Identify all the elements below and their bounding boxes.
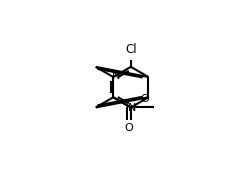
Text: N: N [128,103,136,113]
Text: N: N [112,71,120,82]
Text: Cl: Cl [125,43,137,56]
Text: O: O [125,123,134,133]
Text: O: O [141,94,150,104]
